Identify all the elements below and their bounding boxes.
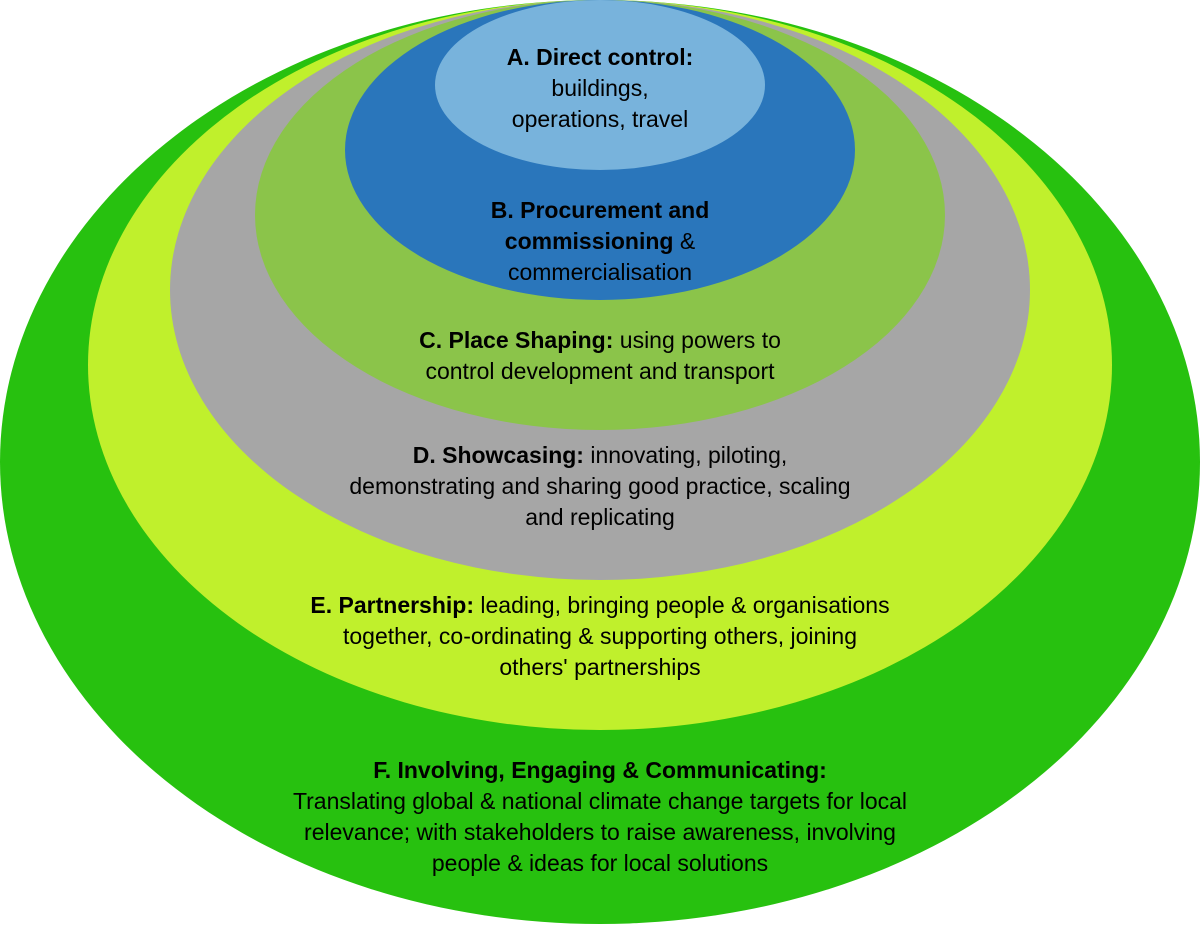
label-b-title2: commissioning <box>505 228 674 254</box>
label-f: F. Involving, Engaging & Communicating: … <box>180 755 1020 879</box>
label-c-body1: using powers to <box>613 327 780 353</box>
label-f-title: F. Involving, Engaging & Communicating: <box>373 757 827 783</box>
label-a-body2: operations, travel <box>512 106 688 132</box>
label-c-title: C. Place Shaping: <box>419 327 613 353</box>
label-d-body2: demonstrating and sharing good practice,… <box>349 473 850 499</box>
label-e: E. Partnership: leading, bringing people… <box>210 590 990 683</box>
label-f-body2: relevance; with stakeholders to raise aw… <box>304 819 896 845</box>
label-b-amp: & <box>673 228 695 254</box>
label-f-body1: Translating global & national climate ch… <box>293 788 907 814</box>
label-e-title: E. Partnership: <box>310 592 474 618</box>
onion-diagram: A. Direct control: buildings, operations… <box>0 0 1200 925</box>
label-b-body: commercialisation <box>508 259 692 285</box>
label-c-body2: control development and transport <box>425 358 774 384</box>
label-b: B. Procurement and commissioning & comme… <box>390 195 810 288</box>
label-e-body2: together, co-ordinating & supporting oth… <box>343 623 857 649</box>
label-a-title: A. Direct control: <box>507 44 694 70</box>
label-f-body3: people & ideas for local solutions <box>432 850 768 876</box>
label-c: C. Place Shaping: using powers to contro… <box>320 325 880 387</box>
label-d-title: D. Showcasing: <box>413 442 584 468</box>
label-d-body3: and replicating <box>525 504 675 530</box>
label-a-body1: buildings, <box>551 75 648 101</box>
label-d: D. Showcasing: innovating, piloting, dem… <box>260 440 940 533</box>
label-d-body1: innovating, piloting, <box>584 442 787 468</box>
label-b-title1: B. Procurement and <box>491 197 710 223</box>
label-e-body1: leading, bringing people & organisations <box>474 592 890 618</box>
label-a: A. Direct control: buildings, operations… <box>420 42 780 135</box>
label-e-body3: others' partnerships <box>499 654 700 680</box>
